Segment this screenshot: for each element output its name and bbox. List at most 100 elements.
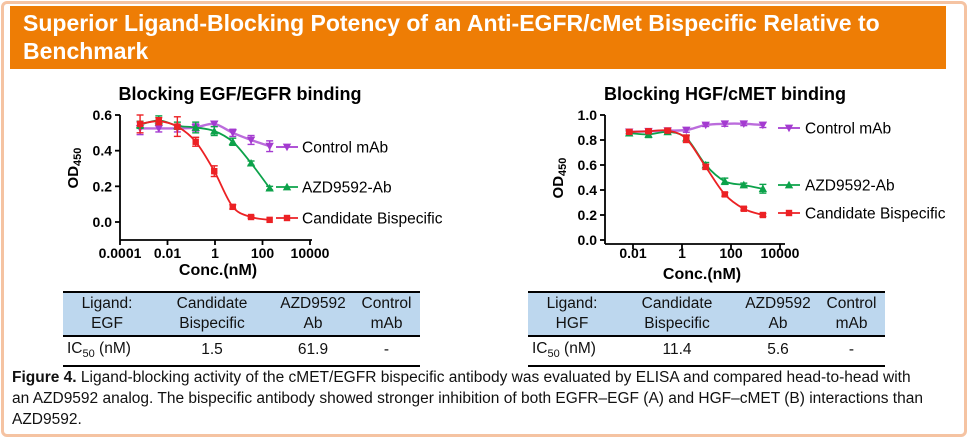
y-tick-label: 0.0: [93, 214, 113, 230]
data-point-marker: [626, 128, 633, 136]
data-point-marker: [211, 167, 218, 175]
y-tick-label: 0.4: [578, 182, 598, 198]
ic50-base: IC: [532, 340, 548, 357]
table-data-row: IC50 (nM) 1.5 61.9 -: [63, 336, 420, 367]
legend-entry-label: Control mAb: [805, 121, 891, 138]
data-point-marker: [758, 184, 768, 193]
table-header-row: Ligand: EGF Candidate Bispecific AZD9592 Ab…: [63, 292, 420, 336]
chart-title: Blocking HGF/cMET binding: [604, 84, 846, 104]
y-tick-label: 0.4: [93, 143, 113, 159]
data-point-marker: [265, 183, 274, 192]
ic50-unit: (nM): [94, 340, 131, 357]
x-tick-label: 100: [251, 245, 275, 261]
x-tick-label: 1: [211, 245, 219, 261]
ic50-sub: 50: [547, 348, 560, 361]
y-axis-label: OD450: [65, 148, 84, 189]
data-point-marker: [191, 123, 200, 131]
col-header-candidate-bispecific: Candidate Bispecific: [151, 292, 273, 336]
data-point-marker: [759, 211, 767, 219]
data-point-marker: [682, 126, 691, 135]
chart-title: Blocking EGF/EGFR binding: [119, 84, 362, 104]
data-point-marker: [720, 120, 730, 128]
x-tick-label: 10000: [291, 245, 330, 261]
ic50-unit: (nM): [559, 340, 596, 357]
header-line: mAb: [370, 315, 403, 332]
ic50-value-cell: 1.5: [201, 341, 223, 359]
ic50-table-egf: Ligand: EGF Candidate Bispecific AZD9592 Ab…: [63, 291, 420, 367]
data-point-marker: [784, 124, 794, 133]
legend-entry-label: Candidate Bispecific: [805, 206, 946, 223]
chart-egf-egfr-binding: Blocking EGF/EGFR binding Conc.(nM) OD450 0…: [65, 84, 443, 279]
data-point-marker: [283, 214, 291, 222]
table-data-row: IC50 (nM) 11.4 5.6 -: [528, 336, 885, 367]
data-point-marker: [155, 118, 162, 125]
x-tick-label: 0.0001: [99, 245, 142, 261]
header-line: Ligand:: [81, 295, 133, 312]
ic50-value-cell: 5.6: [767, 341, 789, 359]
x-tick-label: 0.01: [154, 245, 181, 261]
y-axis-label: OD450: [550, 158, 569, 199]
data-point-marker: [721, 191, 729, 198]
figure-caption-text: Ligand-blocking activity of the cMET/EGF…: [12, 369, 923, 428]
data-point-marker: [228, 137, 237, 146]
data-point-marker: [739, 120, 748, 128]
header-line: Control: [826, 295, 877, 312]
data-point-marker: [192, 138, 199, 145]
data-point-marker: [645, 128, 652, 135]
x-axis-label: Conc.(nM): [179, 262, 257, 279]
data-point-marker: [210, 126, 219, 135]
col-header-control-mab: Control mAb: [818, 292, 885, 336]
header-line: AZD9592: [280, 295, 346, 312]
data-point-marker: [228, 129, 237, 138]
ic50-value-cell: -: [383, 341, 390, 359]
y-tick-label: 0.6: [578, 157, 598, 173]
ic50-table-hgf: Ligand: HGF Candidate Bispecific AZD9592 Ab…: [528, 291, 885, 367]
y-tick-label: 0.2: [93, 178, 113, 194]
data-point-marker: [247, 213, 255, 221]
data-point-marker: [282, 143, 292, 152]
x-tick-label: 1: [678, 245, 686, 261]
data-point-marker: [210, 120, 219, 129]
header-line: Ligand:: [546, 295, 598, 312]
y-tick-label: 1.0: [578, 107, 598, 123]
series-curve: [629, 129, 764, 216]
header-line: mAb: [835, 315, 868, 332]
header-line: Bispecific: [644, 315, 710, 332]
y-tick-label: 0.8: [578, 132, 598, 148]
col-header-ligand: Ligand: HGF: [528, 292, 616, 336]
y-tick-label: 0.0: [578, 232, 598, 248]
ic50-value-cell: 61.9: [297, 341, 329, 359]
x-axis-label: Conc.(nM): [663, 266, 741, 283]
data-point-marker: [701, 121, 710, 130]
data-point-marker: [282, 182, 292, 191]
data-point-marker: [174, 123, 181, 130]
title-banner: Superior Ligand-Blocking Potency of an A…: [10, 6, 946, 69]
figure-title: Superior Ligand-Blocking Potency of an A…: [23, 10, 880, 64]
data-point-marker: [229, 203, 236, 211]
y-tick-label: 0.6: [93, 107, 113, 123]
data-point-marker: [136, 120, 144, 128]
data-point-marker: [154, 124, 163, 133]
x-tick-label: 100: [719, 245, 743, 261]
ic50-sub: 50: [82, 348, 95, 361]
table-header-row: Ligand: HGF Candidate Bispecific AZD9592 Ab…: [528, 292, 885, 336]
ic50-base: IC: [67, 340, 83, 357]
header-line: Candidate: [641, 295, 713, 312]
col-header-ligand: Ligand: EGF: [63, 292, 151, 336]
data-point-marker: [265, 142, 274, 151]
data-point-marker: [740, 205, 747, 212]
x-tick-label: 0.01: [619, 245, 646, 261]
data-point-marker: [246, 136, 256, 145]
data-point-marker: [702, 163, 709, 171]
col-header-azd9592-ab: AZD9592 Ab: [738, 292, 818, 336]
col-header-candidate-bispecific: Candidate Bispecific: [616, 292, 738, 336]
legend-entry-label: AZD9592-Ab: [302, 180, 392, 197]
data-point-marker: [664, 127, 671, 134]
y-tick-label: 0.2: [578, 207, 598, 223]
col-header-control-mab: Control mAb: [353, 292, 420, 336]
figure-caption-label: Figure 4.: [12, 369, 77, 386]
ic50-value-cell: 11.4: [662, 341, 692, 359]
data-point-marker: [758, 121, 768, 130]
data-point-marker: [739, 180, 748, 189]
